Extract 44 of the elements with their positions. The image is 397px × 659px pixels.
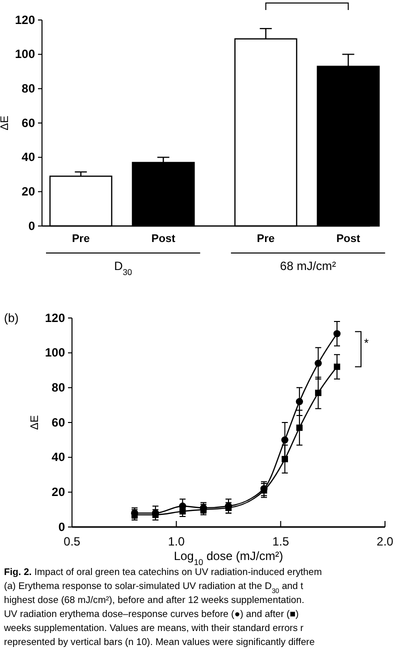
y-tick-label: 60 [22,116,36,130]
x-tick-label: Pre [256,233,275,245]
y-tick-label: 0 [28,218,36,233]
point [296,398,304,406]
point [281,436,288,444]
y-tick-label: 40 [52,450,66,464]
x-tick-label: Post [151,233,176,245]
y-axis-title: ΔE [0,116,11,130]
caption: Fig. 2. Impact of oral green tea catechins on UV radiation-induced erythem [4,567,322,578]
x-tick-label: Post [336,233,361,245]
text: 68 mJ/cm² [280,259,336,273]
point [315,390,322,396]
text: highest dose (68 mJ/cm²), before and after 12 weeks supplementation. [4,595,304,606]
text: (a) Erythema response to solar-simulated UV radiation at the D$_{30}$ and t [4,581,304,594]
y-tick-label: 120 [44,310,66,325]
point [334,364,340,370]
x-tick-label: 2.0 [376,534,394,549]
y-tick-label: 80 [22,82,36,96]
y-tick-label: 80 [52,380,66,395]
y-tick-label: 20 [52,485,66,500]
y-tick-label: 100 [14,47,36,62]
y-tick-label: 100 [44,346,66,360]
annotation: * [364,336,370,350]
point [333,330,341,338]
text: UV radiation erythema dose–response curves before (●) and after (■) [4,609,299,620]
x-tick-label: Pre [72,233,90,245]
x-axis-title: Log$_{10}$ dose (mJ/cm²) [174,549,284,567]
y-tick-label: 40 [22,150,36,164]
text: represented by vertical bars (n 10). Mean values were significantly differe [4,637,315,648]
x-tick-label: 1.0 [168,534,185,549]
y-tick-label: 20 [22,184,36,199]
point [296,424,303,431]
y-tick-label: 0 [58,520,66,534]
text: (b) [4,311,19,325]
point [314,360,322,367]
y-tick-label: 60 [52,415,66,430]
point [282,456,288,462]
point [179,508,186,514]
x-tick-label: 1.5 [272,534,290,549]
y-axis-title: ΔE [29,415,41,430]
text: D$_{30}$ [114,259,132,277]
text: weeks supplementation. Values are means, with their standard errors r [3,623,304,634]
x-tick-label: 0.5 [64,534,81,549]
y-tick-label: 120 [14,12,36,27]
